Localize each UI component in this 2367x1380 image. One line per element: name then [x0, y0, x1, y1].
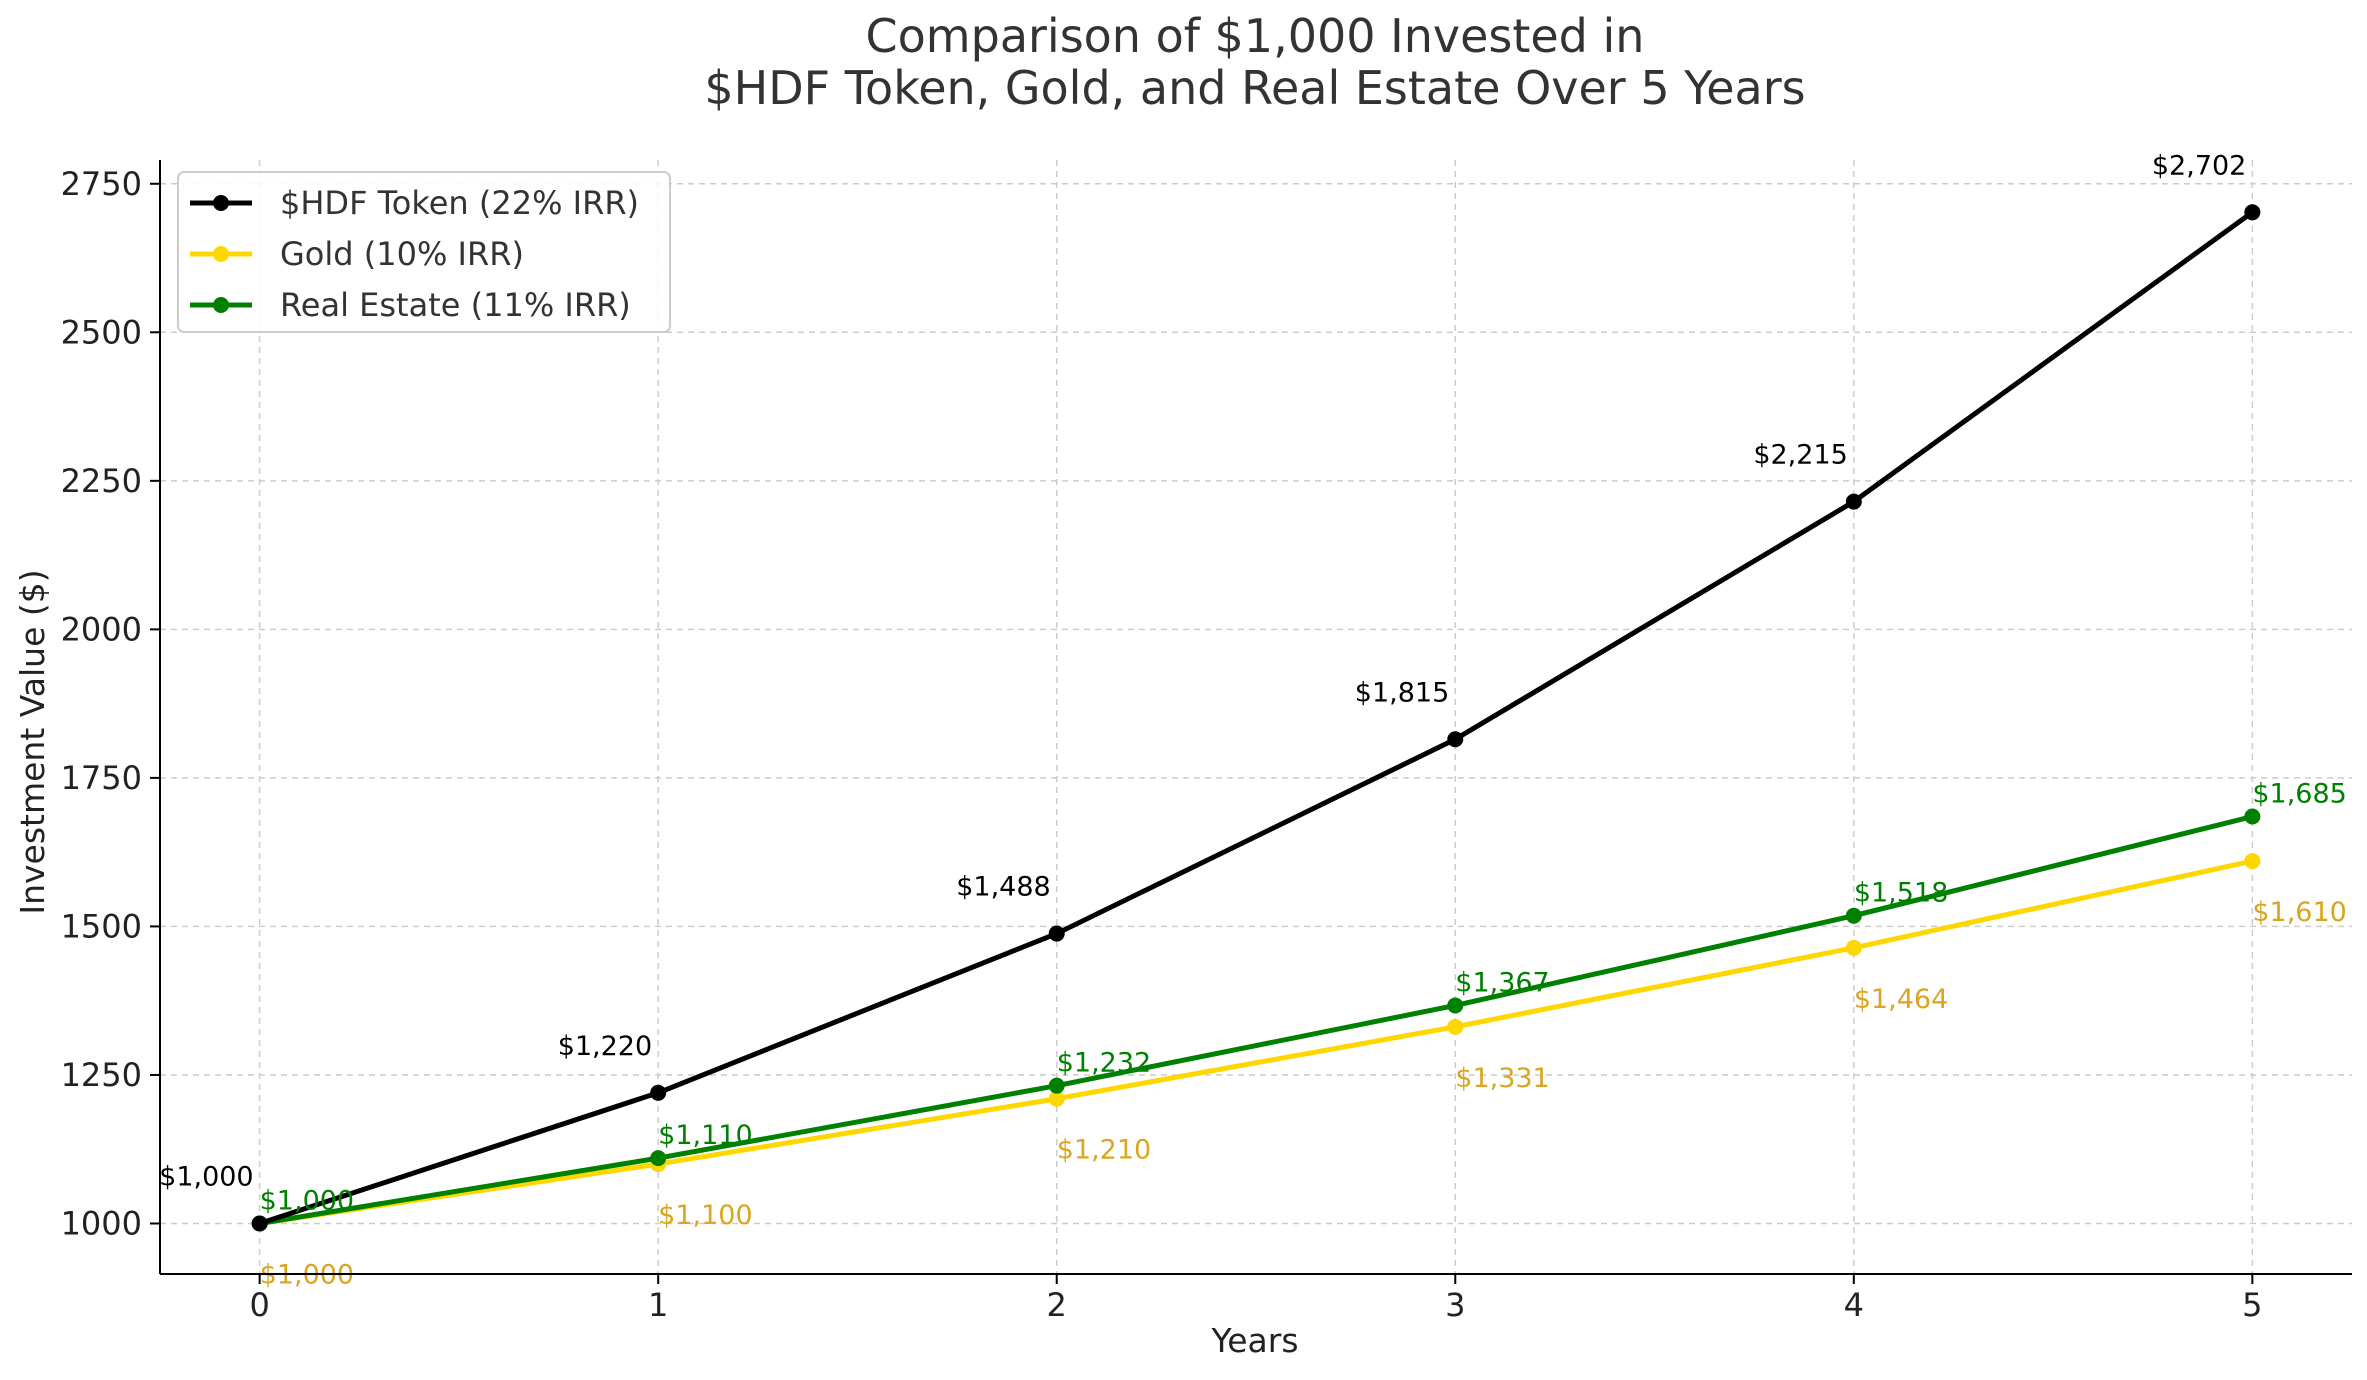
data-label: $1,331 — [1455, 1063, 1549, 1094]
series-line — [259, 814, 2253, 1226]
data-point — [2244, 204, 2261, 221]
legend-marker — [213, 195, 229, 211]
legend-marker — [213, 246, 229, 262]
x-tick-label: 3 — [1445, 1286, 1465, 1324]
data-point — [2244, 808, 2261, 825]
data-label: $1,815 — [1355, 677, 1449, 708]
chart-title: Comparison of $1,000 Invested in $HDF To… — [704, 9, 1805, 115]
data-point — [1845, 493, 1862, 510]
x-tick-label: 0 — [249, 1286, 269, 1324]
data-label: $1,220 — [558, 1031, 652, 1062]
legend: $HDF Token (22% IRR) Gold (10% IRR) Real E… — [177, 171, 671, 333]
data-label: $1,100 — [658, 1200, 752, 1231]
legend-marker — [213, 297, 229, 313]
y-axis-label: Investment Value ($) — [13, 569, 52, 914]
data-point — [1048, 1090, 1065, 1107]
y-tick-label: 1250 — [61, 1056, 142, 1094]
data-point — [1845, 939, 1862, 956]
data-point — [1048, 925, 1065, 942]
data-label: $1,000 — [159, 1161, 253, 1192]
chart-title-line-2: $HDF Token, Gold, and Real Estate Over 5… — [704, 61, 1805, 115]
data-point — [650, 1084, 667, 1101]
legend-entry: Gold (10% IRR) — [280, 235, 524, 273]
data-point — [1845, 907, 1862, 924]
data-label: $2,215 — [1753, 440, 1847, 471]
data-label: $1,232 — [1057, 1048, 1151, 1079]
x-axis-label: Years — [1210, 1321, 1298, 1360]
data-point — [2244, 853, 2261, 870]
data-label: $1,488 — [956, 872, 1050, 903]
data-label: $1,210 — [1057, 1135, 1151, 1166]
x-tick-label: 2 — [1047, 1286, 1067, 1324]
data-label: $1,610 — [2252, 897, 2346, 928]
legend-entry: $HDF Token (22% IRR) — [280, 184, 639, 222]
y-tick-label: 1000 — [61, 1204, 142, 1242]
legend-box — [177, 171, 671, 333]
series-line — [258, 210, 2254, 1226]
data-point — [1447, 731, 1464, 748]
data-label: $1,685 — [2252, 779, 2346, 810]
data-label: $2,702 — [2152, 150, 2246, 181]
data-point — [1447, 997, 1464, 1014]
series-line — [259, 858, 2253, 1226]
data-point — [251, 1215, 268, 1232]
y-tick-label: 2250 — [61, 462, 142, 500]
data-point — [650, 1150, 667, 1167]
series-lines — [251, 204, 2261, 1232]
y-tick-label: 2500 — [61, 313, 142, 351]
axes: 0 1 2 3 4 5 1000 1250 1500 1750 2000 2250 2500 2750 — [61, 160, 2352, 1324]
y-tick-label: 2750 — [61, 165, 142, 203]
y-tick-label: 1750 — [61, 759, 142, 797]
x-tick-label: 1 — [648, 1286, 668, 1324]
data-label: $1,464 — [1854, 984, 1948, 1015]
y-tick-label: 2000 — [61, 610, 142, 648]
data-label: $1,000 — [260, 1185, 354, 1216]
x-tick-label: 4 — [1844, 1286, 1864, 1324]
x-tick-label: 5 — [2242, 1286, 2262, 1324]
data-labels: $1,000 $1,220 $1,488 $1,815 $2,215 $2,702 $1,0… — [159, 150, 2347, 1290]
data-point — [1447, 1018, 1464, 1035]
data-label: $1,110 — [658, 1120, 752, 1151]
data-label: $1,367 — [1455, 967, 1549, 998]
data-point — [1048, 1077, 1065, 1094]
legend-entry: Real Estate (11% IRR) — [280, 286, 631, 324]
data-label: $1,518 — [1854, 878, 1948, 909]
chart-title-line-1: Comparison of $1,000 Invested in — [866, 9, 1645, 63]
y-tick-label: 1500 — [61, 907, 142, 945]
